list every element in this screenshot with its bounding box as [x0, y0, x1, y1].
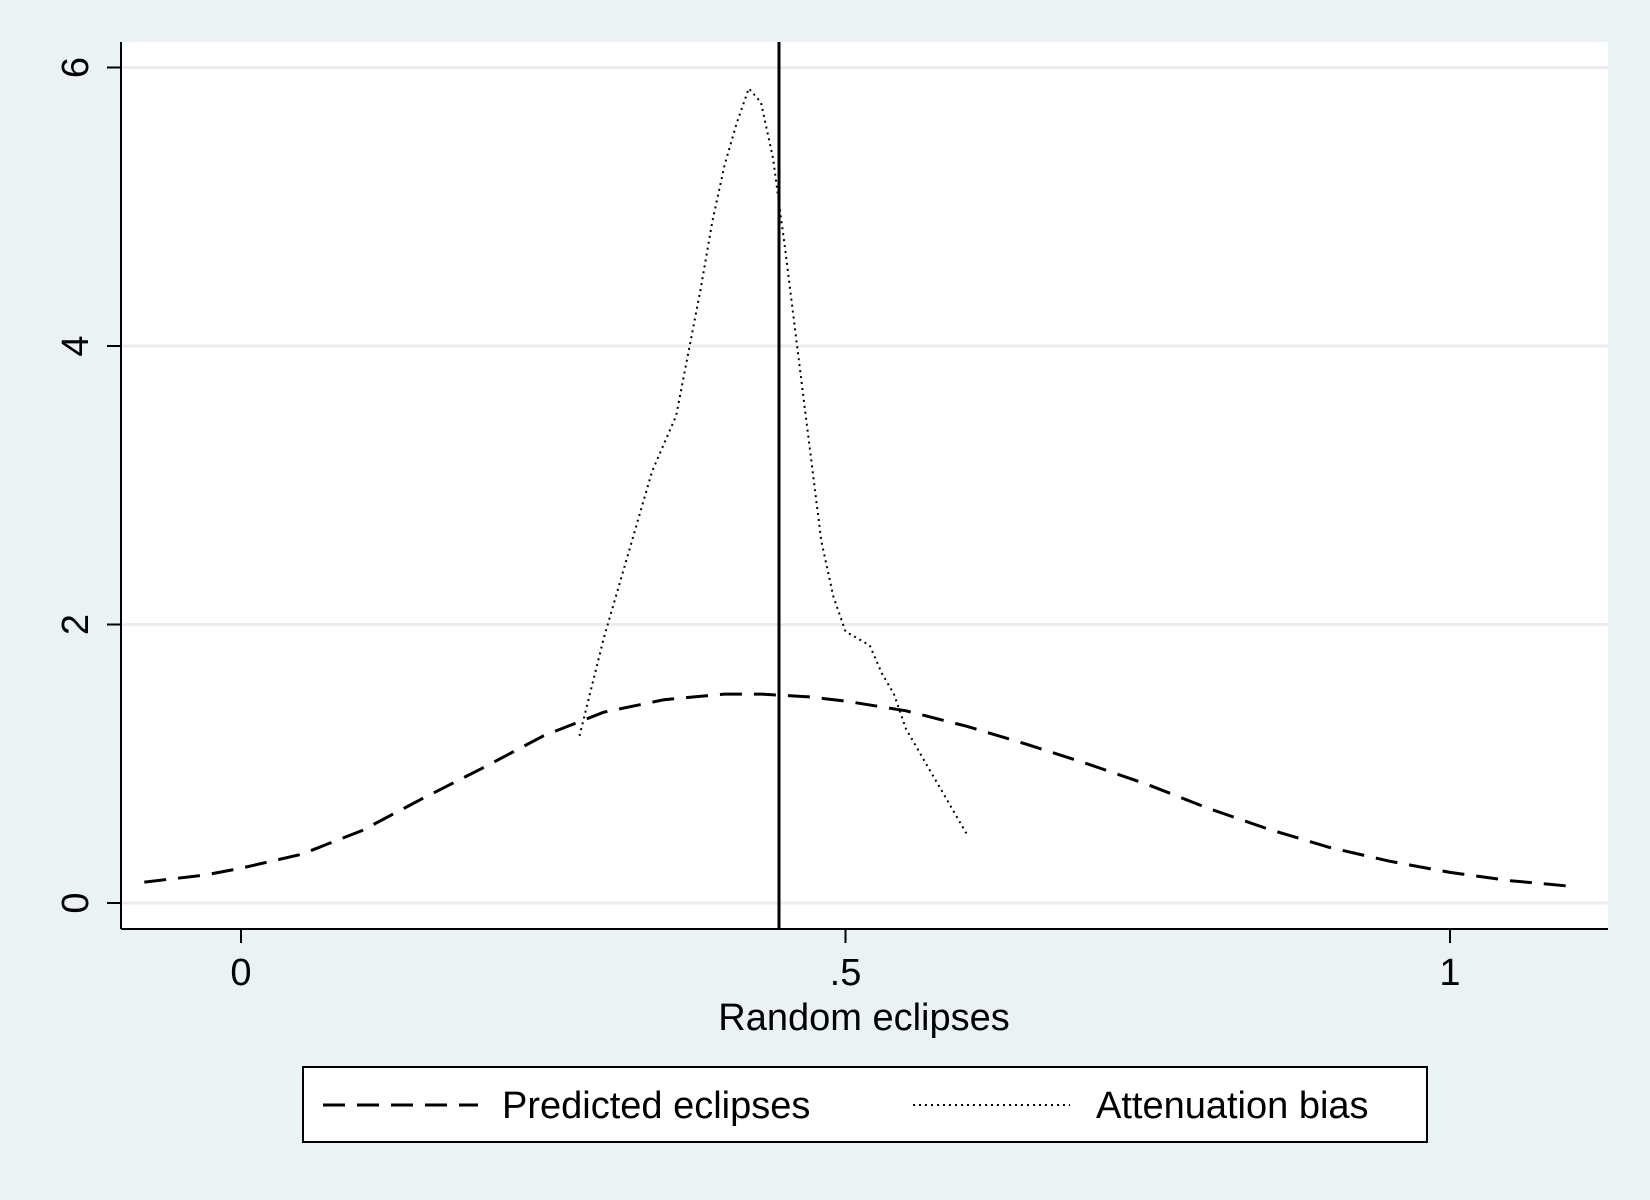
legend-label-predicted: Predicted eclipses [502, 1085, 810, 1127]
series-line-predicted-eclipses [144, 692, 1572, 888]
series-layer [144, 87, 1572, 888]
y-tick-label-2: 4 [55, 335, 97, 356]
x-axis-title: Random eclipses [718, 997, 1009, 1039]
x-tick-label-1: .5 [830, 952, 862, 994]
legend-label-attenuation: Attenuation bias [1096, 1085, 1369, 1127]
x-tick-label-2: 1 [1439, 952, 1460, 994]
x-tick-label-0: 0 [230, 952, 251, 994]
legend: Predicted eclipses Attenuation bias [302, 1066, 1428, 1143]
y-tick-label-3: 6 [55, 57, 97, 78]
plot-background [121, 42, 1608, 929]
y-tick-label-1: 2 [55, 614, 97, 635]
series-line-attenuation-bias [578, 87, 968, 834]
y-tick-label-0: 0 [55, 892, 97, 913]
tick-layer: 0 2 4 6 0 .5 1 [55, 57, 1461, 994]
legend-box [302, 1066, 1428, 1143]
grid-layer [121, 66, 1608, 905]
